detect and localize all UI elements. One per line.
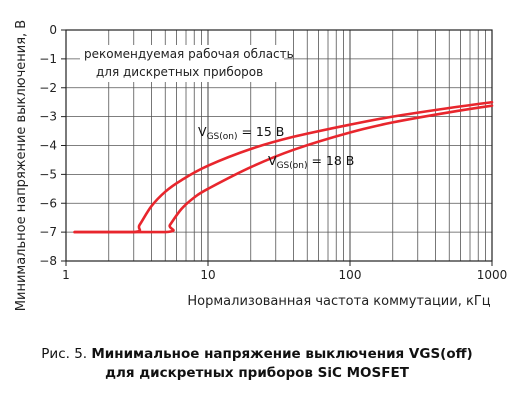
caption-line-2: для дискретных приборов SiC MOSFET [0,364,514,383]
x-tick-label: 1000 [477,268,508,282]
y-tick-label: 0 [49,23,57,37]
y-axis-label: Минимальное напряжение выключения, В [14,20,29,311]
x-tick-label: 1 [62,268,70,282]
annotation-line-2: для дискретных приборов [96,65,263,79]
y-tick-label: −4 [39,139,57,153]
caption-prefix: Рис. 5. [41,346,92,362]
y-tick-label: −6 [39,196,57,210]
annotation-line-1: рекомендуемая рабочая область [84,47,294,61]
series-line-vgs18 [73,104,494,234]
y-tick-label: −2 [39,81,57,95]
series-line-vgs15 [73,100,494,234]
x-tick-label: 10 [200,268,215,282]
figure-caption: Рис. 5. Минимальное напряжение выключени… [0,345,514,383]
y-axis-ticks: 0 −1 −2 −3 −4 −5 −6 −7 −8 [39,23,66,268]
series-label-vgs15: VGS(on) = 15 В [198,124,284,142]
chart: 1 10 100 1000 0 −1 −2 −3 −4 −5 −6 −7 −8 рекомендуем… [14,20,507,311]
x-tick-label: 100 [339,268,362,282]
x-axis-ticks: 1 10 100 1000 [62,261,507,282]
caption-line-1: Рис. 5. Минимальное напряжение выключени… [0,345,514,364]
y-tick-label: −5 [39,167,57,181]
series-label-vgs18: VGS(on) = 18 В [268,153,354,171]
y-tick-label: −8 [39,254,57,268]
series-layer [73,100,494,234]
annotation-background [80,45,284,82]
x-axis-label: Нормализованная частота коммутации, кГц [187,294,490,309]
caption-title-line-2: для дискретных приборов SiC MOSFET [105,365,409,381]
y-tick-label: −7 [39,225,57,239]
y-tick-label: −3 [39,110,57,124]
caption-title-line-1: Минимальное напряжение выключения VGS(of… [91,346,473,362]
y-tick-label: −1 [39,52,57,66]
